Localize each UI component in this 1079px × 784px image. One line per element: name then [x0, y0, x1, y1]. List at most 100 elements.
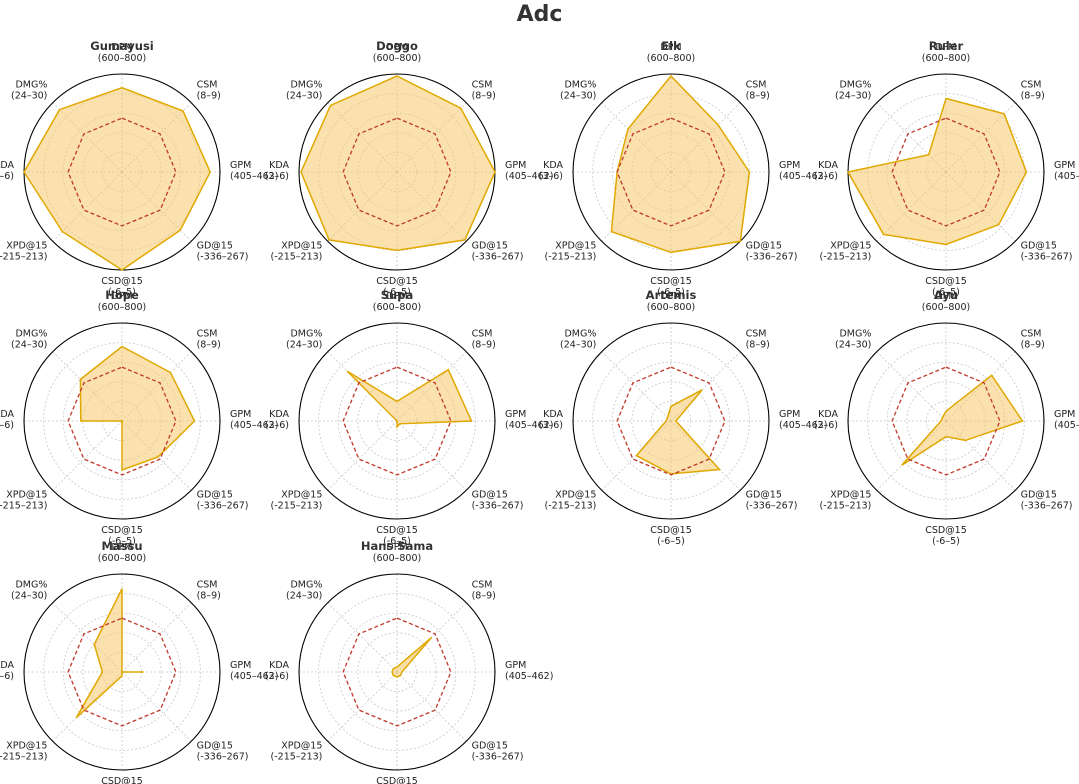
axis-label-name: DMG%	[839, 79, 871, 90]
axis-label-kda: KDA(3–6)	[814, 409, 839, 431]
radar-outer-ring	[23, 573, 221, 771]
player-title: Ruler	[929, 39, 964, 53]
axis-label-xpd-15: XPD@15 (-215–213)	[545, 490, 597, 512]
axis-label-range: (3–6)	[539, 171, 563, 182]
player-title: Supa	[381, 288, 413, 302]
axis-label-xpd-15: XPD@15 (-215–213)	[0, 741, 47, 763]
radar-gridline	[867, 342, 1025, 500]
axis-label-range: (600–800)	[922, 53, 970, 64]
player-title: Hans Sama	[361, 539, 433, 553]
player-polygon	[79, 345, 196, 472]
axis-label-dpm: DPM (600–800)	[647, 291, 695, 313]
axis-label-name: DMG%	[15, 328, 47, 339]
axis-label-csm: CSM (8–9)	[1021, 328, 1045, 350]
axis-label-range: (600–800)	[647, 53, 695, 64]
radar-gridline	[318, 593, 476, 751]
average-polygon	[891, 117, 1001, 227]
axis-label-range: (405–462)	[505, 671, 553, 682]
player-polygon	[610, 74, 751, 254]
axis-label-range: (24–30)	[560, 90, 596, 101]
axis-label-range: (405–462)	[779, 171, 827, 182]
axis-label-range: (24–30)	[835, 90, 871, 101]
axis-label-name: KDA	[269, 660, 289, 671]
axis-label-name: GPM	[505, 660, 526, 671]
axis-label-range: (8–9)	[197, 590, 221, 601]
axis-label-name: KDA	[0, 160, 14, 171]
axis-label-gd-15: GD@15 (-336–267)	[472, 490, 524, 512]
axis-label-csm: CSM (8–9)	[746, 328, 770, 350]
axis-label-name: DPM	[660, 42, 681, 53]
axis-label-xpd-15: XPD@15 (-215–213)	[820, 241, 872, 263]
radar-outer-ring	[298, 322, 496, 520]
axis-label-dmg-: DMG% (24–30)	[11, 328, 47, 350]
axis-label-range: (8–9)	[197, 339, 221, 350]
player-polygon	[635, 389, 722, 475]
player-polygon	[846, 97, 1028, 246]
radar-gridline	[357, 632, 437, 712]
axis-label-kda: KDA(3–6)	[539, 160, 564, 182]
axis-label-gd-15: GD@15 (-336–267)	[746, 241, 798, 263]
axis-label-xpd-15: XPD@15 (-215–213)	[271, 741, 323, 763]
axis-label-dmg-: DMG% (24–30)	[835, 328, 871, 350]
axis-label-name: GPM	[1054, 409, 1075, 420]
axis-label-csd-15: CSD@15(-6–5)	[925, 525, 967, 547]
radar-gridline	[43, 342, 201, 500]
axis-label-range: (8–9)	[197, 90, 221, 101]
axis-label-name: GD@15	[472, 490, 508, 501]
axis-label-kda: KDA(3–6)	[814, 160, 839, 182]
axis-label-name: GD@15	[472, 741, 508, 752]
axis-label-gd-15: GD@15 (-336–267)	[197, 490, 249, 512]
axis-label-csm: CSM (8–9)	[746, 79, 770, 101]
axis-label-gpm: GPM(405–462)	[230, 160, 278, 182]
axis-label-name: XPD@15	[281, 741, 322, 752]
axis-label-name: CSD@15	[650, 276, 692, 287]
player-title: Gumayusi	[90, 39, 154, 53]
average-polygon	[342, 117, 452, 227]
average-polygon	[67, 617, 177, 727]
axis-label-csm: CSM (8–9)	[472, 579, 496, 601]
radar-outer-ring	[23, 322, 221, 520]
axis-label-name: CSM	[472, 328, 493, 339]
average-polygon	[342, 366, 452, 476]
axis-label-name: DPM	[935, 42, 956, 53]
axis-label-range: (-6–5)	[932, 287, 960, 298]
axis-label-name: GD@15	[746, 241, 782, 252]
axis-label-name: DPM	[660, 291, 681, 302]
axis-label-range: (8–9)	[472, 90, 496, 101]
axis-label-name: KDA	[543, 409, 563, 420]
axis-label-range: (8–9)	[472, 590, 496, 601]
axis-label-gd-15: GD@15 (-336–267)	[472, 241, 524, 263]
axis-label-kda: KDA(3–6)	[0, 409, 14, 431]
axis-label-dpm: DPM (600–800)	[373, 542, 421, 564]
player-title: Massu	[101, 539, 142, 553]
radar-ruler: DPM(600–800) CSM(8–9) GPM(405–462) GD@15(-3…	[814, 39, 1079, 298]
average-polygon	[891, 366, 1001, 476]
axis-label-name: GPM	[779, 160, 800, 171]
player-title: Hope	[105, 288, 139, 302]
axis-label-dmg-: DMG% (24–30)	[560, 328, 596, 350]
axis-label-csd-15: CSD@15(-6–5)	[650, 276, 692, 298]
axis-label-csd-15: CSD@15(-6–5)	[650, 525, 692, 547]
axis-label-xpd-15: XPD@15 (-215–213)	[820, 490, 872, 512]
axis-label-csm: CSM (8–9)	[472, 328, 496, 350]
axis-label-range: (-336–267)	[197, 252, 249, 263]
axis-label-range: (24–30)	[11, 590, 47, 601]
axis-label-name: XPD@15	[555, 490, 596, 501]
axis-label-range: (405–462)	[1054, 171, 1079, 182]
radar-gridline	[592, 342, 750, 500]
axis-label-name: KDA	[0, 660, 14, 671]
axis-label-dmg-: DMG% (24–30)	[286, 328, 322, 350]
axis-label-name: GD@15	[746, 490, 782, 501]
average-polygon	[616, 366, 726, 476]
axis-label-range: (24–30)	[835, 339, 871, 350]
figure-title: Adc	[516, 2, 563, 27]
axis-label-csm: CSM (8–9)	[197, 579, 221, 601]
axis-label-gpm: GPM(405–462)	[779, 160, 827, 182]
axis-label-range: (-336–267)	[1021, 252, 1073, 263]
axis-label-range: (-6–5)	[657, 536, 685, 547]
axis-label-range: (-336–267)	[472, 252, 524, 263]
axis-label-xpd-15: XPD@15 (-215–213)	[0, 241, 47, 263]
axis-label-csm: CSM (8–9)	[197, 79, 221, 101]
player-polygon	[300, 75, 496, 252]
axis-label-gd-15: GD@15 (-336–267)	[472, 741, 524, 763]
